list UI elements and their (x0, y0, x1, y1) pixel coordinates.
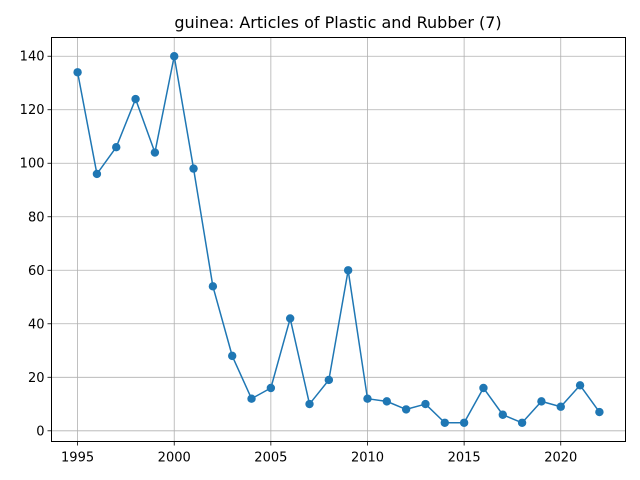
data-point (170, 52, 179, 61)
data-point (131, 94, 140, 104)
data-point (305, 399, 314, 409)
data-point (575, 381, 585, 390)
data-point (517, 418, 527, 427)
plot-area-frame (51, 37, 626, 442)
data-point (150, 148, 160, 157)
grid (51, 37, 626, 442)
y-tick-label: 120 (20, 103, 45, 118)
data-point (228, 351, 237, 361)
data-point (479, 383, 488, 393)
data-point (112, 143, 121, 152)
x-tick-label: 2000 (158, 451, 191, 466)
data-point (363, 394, 372, 403)
y-tick-label: 60 (28, 264, 45, 279)
data-point (401, 405, 411, 414)
y-tick-label: 0 (36, 424, 44, 439)
y-tick-label: 40 (28, 317, 45, 332)
data-point (285, 314, 295, 323)
data-point (266, 383, 276, 393)
data-point (440, 418, 449, 427)
y-tick-label: 20 (28, 371, 45, 386)
y-tick-label: 80 (28, 210, 45, 225)
data-point (73, 68, 82, 77)
data-point (556, 402, 565, 411)
y-tick-label: 140 (20, 50, 45, 65)
axis-ticks: 1995 2000 2005 2010 2015 2020 0 20 40 60 80 100 120 1… (20, 50, 578, 466)
data-point (343, 266, 353, 275)
data-point (459, 418, 469, 427)
x-tick-label: 2005 (254, 451, 287, 466)
x-tick-label: 2020 (544, 451, 577, 466)
data-point (595, 407, 604, 417)
data-point (421, 399, 430, 409)
data-point (247, 394, 256, 403)
data-point (324, 375, 334, 385)
y-tick-label: 100 (20, 157, 45, 172)
series-line (76, 55, 601, 424)
x-tick-label: 2015 (448, 451, 481, 466)
series-group (73, 52, 604, 427)
data-point (189, 164, 198, 173)
data-point (382, 397, 392, 406)
data-point (537, 397, 546, 406)
data-point (208, 282, 218, 291)
x-tick-label: 2010 (351, 451, 384, 466)
data-point (92, 169, 102, 179)
chart-title: guinea: Articles of Plastic and Rubber (… (174, 13, 501, 32)
data-point (498, 410, 507, 419)
x-tick-label: 1995 (61, 451, 94, 466)
